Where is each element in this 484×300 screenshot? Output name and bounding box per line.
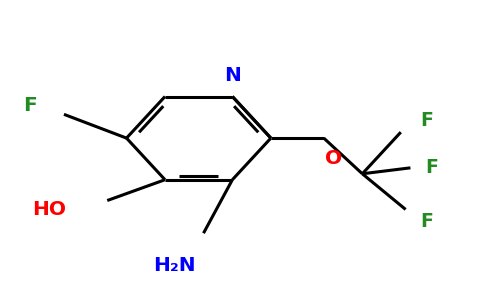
Text: O: O xyxy=(325,149,342,168)
Text: F: F xyxy=(425,158,438,177)
Text: H₂N: H₂N xyxy=(153,256,196,275)
Text: F: F xyxy=(420,111,433,130)
Text: F: F xyxy=(420,212,433,231)
Text: F: F xyxy=(23,96,37,115)
Text: N: N xyxy=(224,66,241,85)
Text: HO: HO xyxy=(32,200,66,219)
